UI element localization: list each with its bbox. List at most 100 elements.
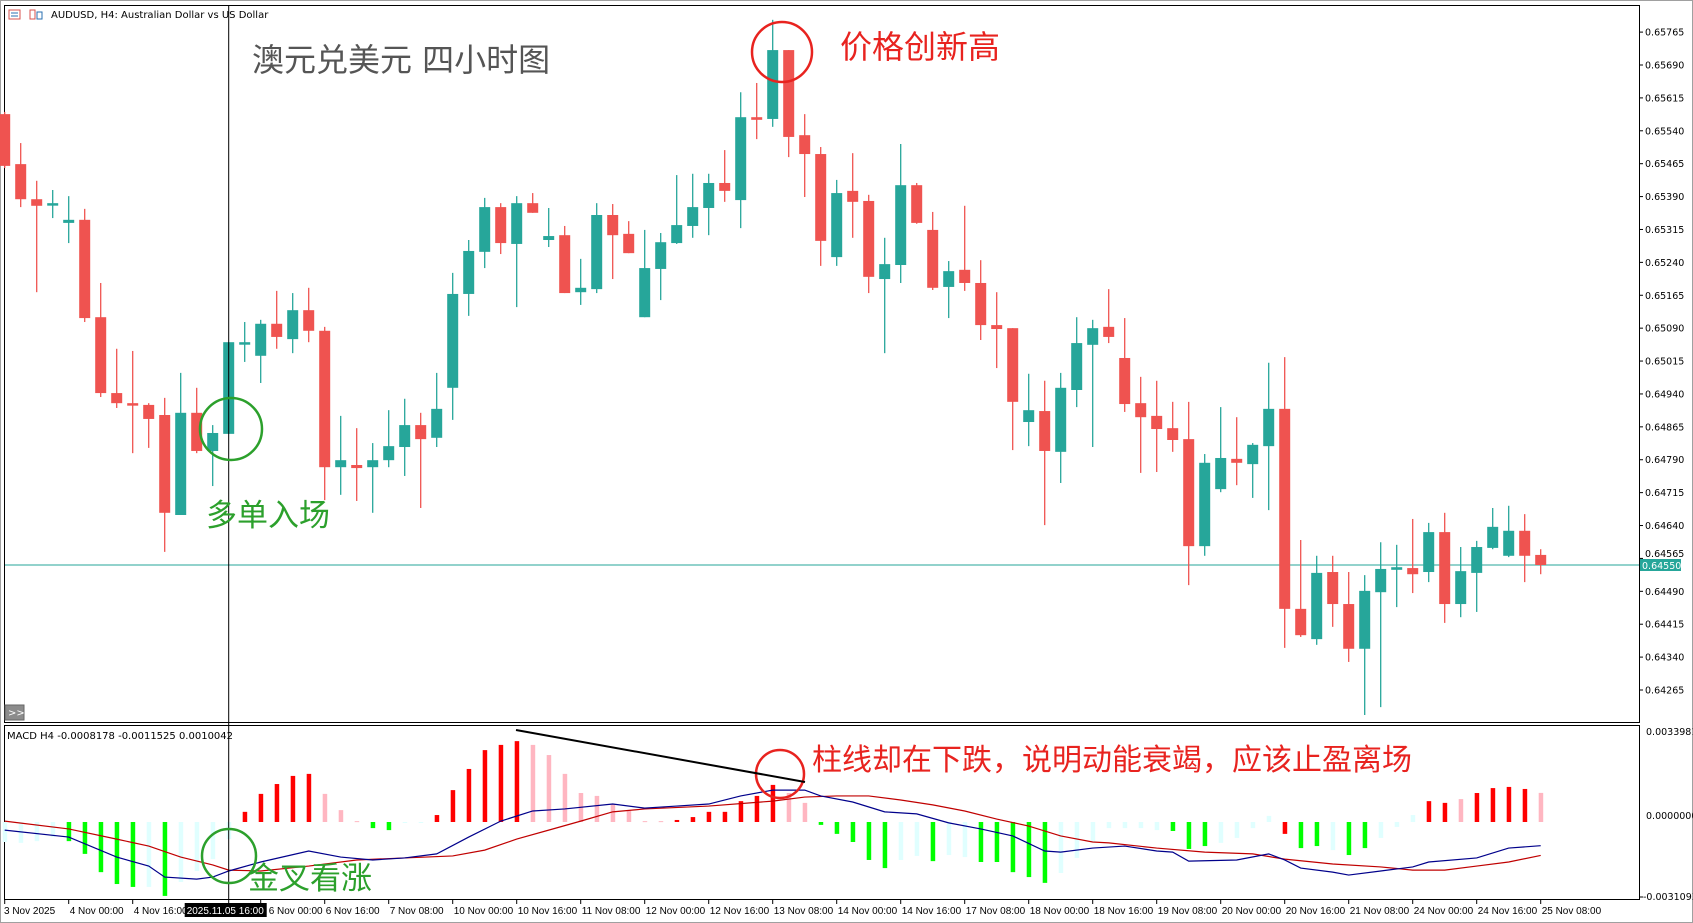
candle-body bbox=[1519, 530, 1531, 556]
bear-candle bbox=[959, 205, 971, 291]
indicator-list-icon[interactable] bbox=[29, 9, 43, 20]
candle-body bbox=[143, 404, 155, 419]
macd-axis-zero: 0.0000000 bbox=[1646, 811, 1693, 822]
time-tick-label: 4 Nov 16:00 bbox=[134, 906, 188, 917]
golden-cross-circle bbox=[200, 827, 258, 885]
candle-body bbox=[1103, 326, 1115, 337]
candle-body bbox=[15, 164, 27, 200]
chart-title-annotation: 澳元兑美元 四小时图 bbox=[252, 41, 551, 79]
macd-histogram-bar bbox=[530, 744, 536, 822]
price-tick-label: 0.64640 bbox=[1645, 521, 1684, 532]
candle-body bbox=[591, 215, 603, 290]
bull-candle bbox=[1455, 547, 1467, 618]
candle-body bbox=[335, 460, 347, 468]
candle-body bbox=[1423, 532, 1435, 573]
candle-body bbox=[607, 215, 619, 236]
candle-body bbox=[575, 287, 587, 293]
candle-body bbox=[1007, 328, 1019, 402]
divergence-trendline[interactable] bbox=[515, 729, 806, 783]
bull-candle bbox=[879, 237, 891, 354]
candle-body bbox=[1215, 457, 1227, 490]
price-tick-label: 0.64790 bbox=[1645, 455, 1684, 466]
chart-window-icon[interactable] bbox=[8, 9, 21, 20]
macd-histogram-bar bbox=[690, 817, 696, 822]
bull-candle bbox=[399, 398, 411, 476]
candle-body bbox=[1295, 608, 1307, 636]
time-tick-label: 10 Nov 16:00 bbox=[518, 906, 578, 917]
macd-histogram-bar bbox=[914, 822, 920, 856]
bull-candle bbox=[431, 372, 443, 448]
candle-body bbox=[207, 432, 219, 451]
candle-body bbox=[655, 242, 667, 269]
candle-body bbox=[351, 465, 363, 469]
macd-axis-bottom: -0.0031093 bbox=[1643, 892, 1693, 903]
macd-lines bbox=[4, 789, 1541, 880]
candle-body bbox=[1167, 428, 1179, 440]
macd-histogram-bar bbox=[1186, 822, 1192, 849]
bull-candle bbox=[895, 143, 907, 283]
candle-body bbox=[303, 310, 315, 331]
time-tick-label: 11 Nov 08:00 bbox=[582, 906, 641, 917]
bull-candle bbox=[1375, 542, 1387, 708]
bear-candle bbox=[1135, 376, 1147, 473]
price-tick-label: 0.65615 bbox=[1645, 93, 1684, 104]
candle-body bbox=[1503, 530, 1515, 556]
bull-candle bbox=[655, 232, 667, 301]
scroll-to-end-button[interactable]: >> bbox=[4, 704, 25, 721]
macd-histogram-bar bbox=[1346, 822, 1352, 856]
price-tick-label: 0.64415 bbox=[1645, 620, 1684, 631]
candle-body bbox=[79, 219, 91, 319]
time-tick-label: 20 Nov 00:00 bbox=[1222, 906, 1282, 917]
bull-candle bbox=[175, 372, 187, 515]
macd-histogram-bar bbox=[178, 822, 184, 882]
candle-body bbox=[623, 233, 635, 254]
bull-candle bbox=[239, 322, 251, 362]
candle-body bbox=[1151, 415, 1163, 430]
bull-candle bbox=[1487, 507, 1499, 550]
macd-histogram-bar bbox=[1362, 822, 1368, 849]
macd-histogram-bar bbox=[146, 822, 152, 887]
candle-body bbox=[1439, 532, 1451, 605]
time-tick-label: 4 Nov 00:00 bbox=[70, 906, 124, 917]
bull-candle bbox=[511, 196, 523, 308]
candle-body bbox=[1375, 568, 1387, 593]
bear-candle bbox=[1295, 540, 1307, 637]
bull-candle bbox=[207, 425, 219, 487]
candle-body bbox=[31, 199, 43, 206]
macd-histogram-bar bbox=[210, 822, 216, 860]
candle-body bbox=[527, 203, 539, 213]
macd-histogram-bar bbox=[50, 822, 56, 838]
candle-body bbox=[735, 117, 747, 201]
price-tick-label: 0.65465 bbox=[1645, 159, 1684, 170]
candle-body bbox=[63, 219, 75, 223]
candle-body bbox=[191, 412, 203, 451]
bull-candle bbox=[1359, 575, 1371, 715]
candle-body bbox=[127, 403, 139, 406]
macd-histogram-bar bbox=[1490, 788, 1496, 822]
current-price-label: 0.64550 bbox=[1642, 561, 1681, 572]
candle-body bbox=[511, 203, 523, 244]
crosshair-time-box bbox=[184, 903, 267, 917]
bear-candle bbox=[1007, 328, 1019, 451]
bull-candle bbox=[1087, 319, 1099, 448]
macd-histogram-bar bbox=[2, 822, 8, 842]
macd-histogram-bar bbox=[242, 811, 248, 822]
candle-body bbox=[1199, 462, 1211, 547]
macd-histogram-bar bbox=[594, 795, 600, 822]
bull-candle bbox=[1055, 372, 1067, 483]
bear-candle bbox=[271, 290, 283, 349]
time-tick-label: 6 Nov 00:00 bbox=[269, 906, 323, 917]
macd-histogram-bar bbox=[562, 773, 568, 822]
candle-body bbox=[847, 190, 859, 202]
candle-body bbox=[799, 135, 811, 155]
candle-body bbox=[1231, 458, 1243, 463]
macd-histogram-bar bbox=[114, 822, 120, 885]
macd-histogram-bar bbox=[802, 802, 808, 822]
macd-histogram-bar bbox=[834, 822, 840, 834]
macd-histogram-bar bbox=[1026, 822, 1032, 878]
macd-histogram-bar bbox=[1074, 822, 1080, 858]
candle-body bbox=[1055, 387, 1067, 452]
macd-axis-top: 0.0033981 bbox=[1646, 727, 1693, 738]
macd-histogram-bar bbox=[354, 821, 360, 823]
